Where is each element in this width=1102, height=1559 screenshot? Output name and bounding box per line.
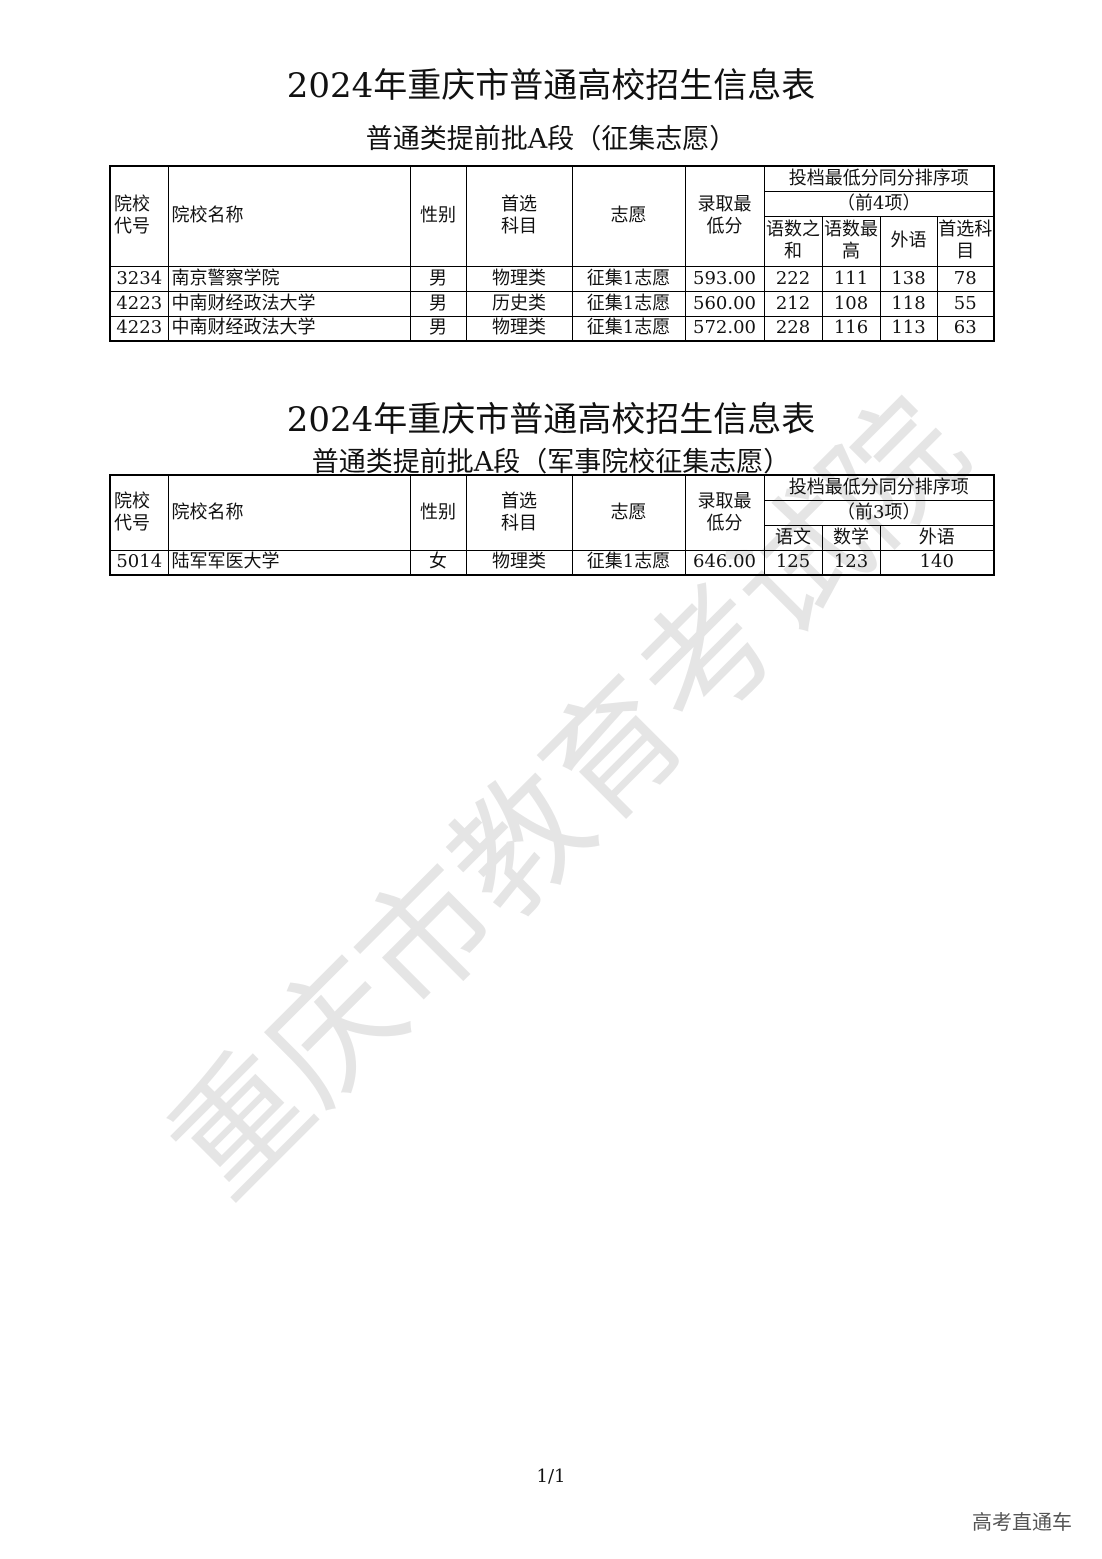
cell-name: 中南财经政法大学	[167, 315, 411, 342]
header-gender: 性别	[409, 165, 467, 267]
cell-tie-value: 116	[821, 315, 881, 342]
header-tie-col: 语数之和	[763, 215, 823, 267]
header-tie-rule: 投档最低分同分排序项	[763, 474, 995, 501]
header-tie-col: 外语	[879, 215, 938, 267]
cell-tie-value: 138	[879, 265, 938, 292]
cell-gender: 女	[409, 549, 467, 576]
cell-tie-value: 228	[763, 315, 823, 342]
brand-watermark: 高考直通车	[972, 1510, 1072, 1534]
header-name: 院校名称	[167, 474, 411, 551]
header-tie-col: 外语	[879, 524, 995, 551]
cell-gender: 男	[409, 315, 467, 342]
cell-name: 南京警察学院	[167, 265, 411, 292]
cell-gender: 男	[409, 265, 467, 292]
page-number: 1/1	[536, 1466, 566, 1487]
cell-tie-value: 108	[821, 290, 881, 317]
cell-tie-value: 118	[879, 290, 938, 317]
table2-subtitle: 普通类提前批A段（军事院校征集志愿）	[311, 447, 791, 478]
cell-code: 5014	[109, 549, 169, 576]
cell-wish: 征集1志愿	[571, 315, 686, 342]
header-gender: 性别	[409, 474, 467, 551]
table-row: 3234 南京警察学院男物理类 征集1志愿 593.00 222 111 138 78	[109, 265, 995, 292]
cell-wish: 征集1志愿	[571, 265, 686, 292]
header-tie-count: （前3项）	[763, 499, 995, 526]
cell-tie-value: 63	[936, 315, 995, 342]
table1-title: 2024年重庆市普通高校招生信息表	[286, 66, 816, 106]
header-tie-col: 语文	[763, 524, 823, 551]
cell-subject: 物理类	[465, 315, 573, 342]
header-code: 院校代号	[109, 474, 169, 551]
table1-subtitle: 普通类提前批A段（征集志愿）	[365, 124, 737, 155]
cell-score: 646.00	[684, 549, 765, 576]
header-code: 院校代号	[109, 165, 169, 267]
cell-gender: 男	[409, 290, 467, 317]
cell-score: 560.00	[684, 290, 765, 317]
cell-tie-value: 78	[936, 265, 995, 292]
cell-tie-value: 125	[763, 549, 823, 576]
cell-tie-value: 113	[879, 315, 938, 342]
cell-code: 4223	[109, 315, 169, 342]
header-wish: 志愿	[571, 474, 686, 551]
cell-tie-value: 123	[821, 549, 881, 576]
header-name: 院校名称	[167, 165, 411, 267]
cell-wish: 征集1志愿	[571, 290, 686, 317]
table-row: 4223 中南财经政法大学男物理类 征集1志愿 572.00 228 116 113 63	[109, 315, 995, 342]
cell-code: 3234	[109, 265, 169, 292]
cell-subject: 物理类	[465, 549, 573, 576]
table1: 院校代号 院校名称 性别 首选科目 志愿 录取最低分 投档最低分同分排序项 （前…	[109, 165, 995, 342]
header-tie-col: 数学	[821, 524, 881, 551]
header-tie-rule: 投档最低分同分排序项	[763, 165, 995, 192]
cell-tie-value: 140	[879, 549, 995, 576]
header-tie-col: 首选科目	[936, 215, 995, 267]
cell-tie-value: 212	[763, 290, 823, 317]
table2-title: 2024年重庆市普通高校招生信息表	[286, 400, 816, 440]
cell-name: 陆军军医大学	[167, 549, 411, 576]
header-wish: 志愿	[571, 165, 686, 267]
header-tie-count: （前4项）	[763, 190, 995, 217]
header-subject: 首选科目	[465, 474, 573, 551]
cell-subject: 物理类	[465, 265, 573, 292]
cell-subject: 历史类	[465, 290, 573, 317]
cell-score: 572.00	[684, 315, 765, 342]
table-row: 5014 陆军军医大学女物理类 征集1志愿 646.00 125 123 140	[109, 549, 995, 576]
header-tie-col: 语数最高	[821, 215, 881, 267]
table-row: 4223 中南财经政法大学男历史类 征集1志愿 560.00 212 108 118 55	[109, 290, 995, 317]
cell-name: 中南财经政法大学	[167, 290, 411, 317]
table2: 院校代号 院校名称 性别 首选科目 志愿 录取最低分 投档最低分同分排序项 （前…	[109, 474, 995, 576]
header-subject: 首选科目	[465, 165, 573, 267]
cell-tie-value: 111	[821, 265, 881, 292]
header-min-score: 录取最低分	[684, 474, 765, 551]
cell-tie-value: 55	[936, 290, 995, 317]
header-min-score: 录取最低分	[684, 165, 765, 267]
cell-tie-value: 222	[763, 265, 823, 292]
cell-wish: 征集1志愿	[571, 549, 686, 576]
cell-score: 593.00	[684, 265, 765, 292]
cell-code: 4223	[109, 290, 169, 317]
